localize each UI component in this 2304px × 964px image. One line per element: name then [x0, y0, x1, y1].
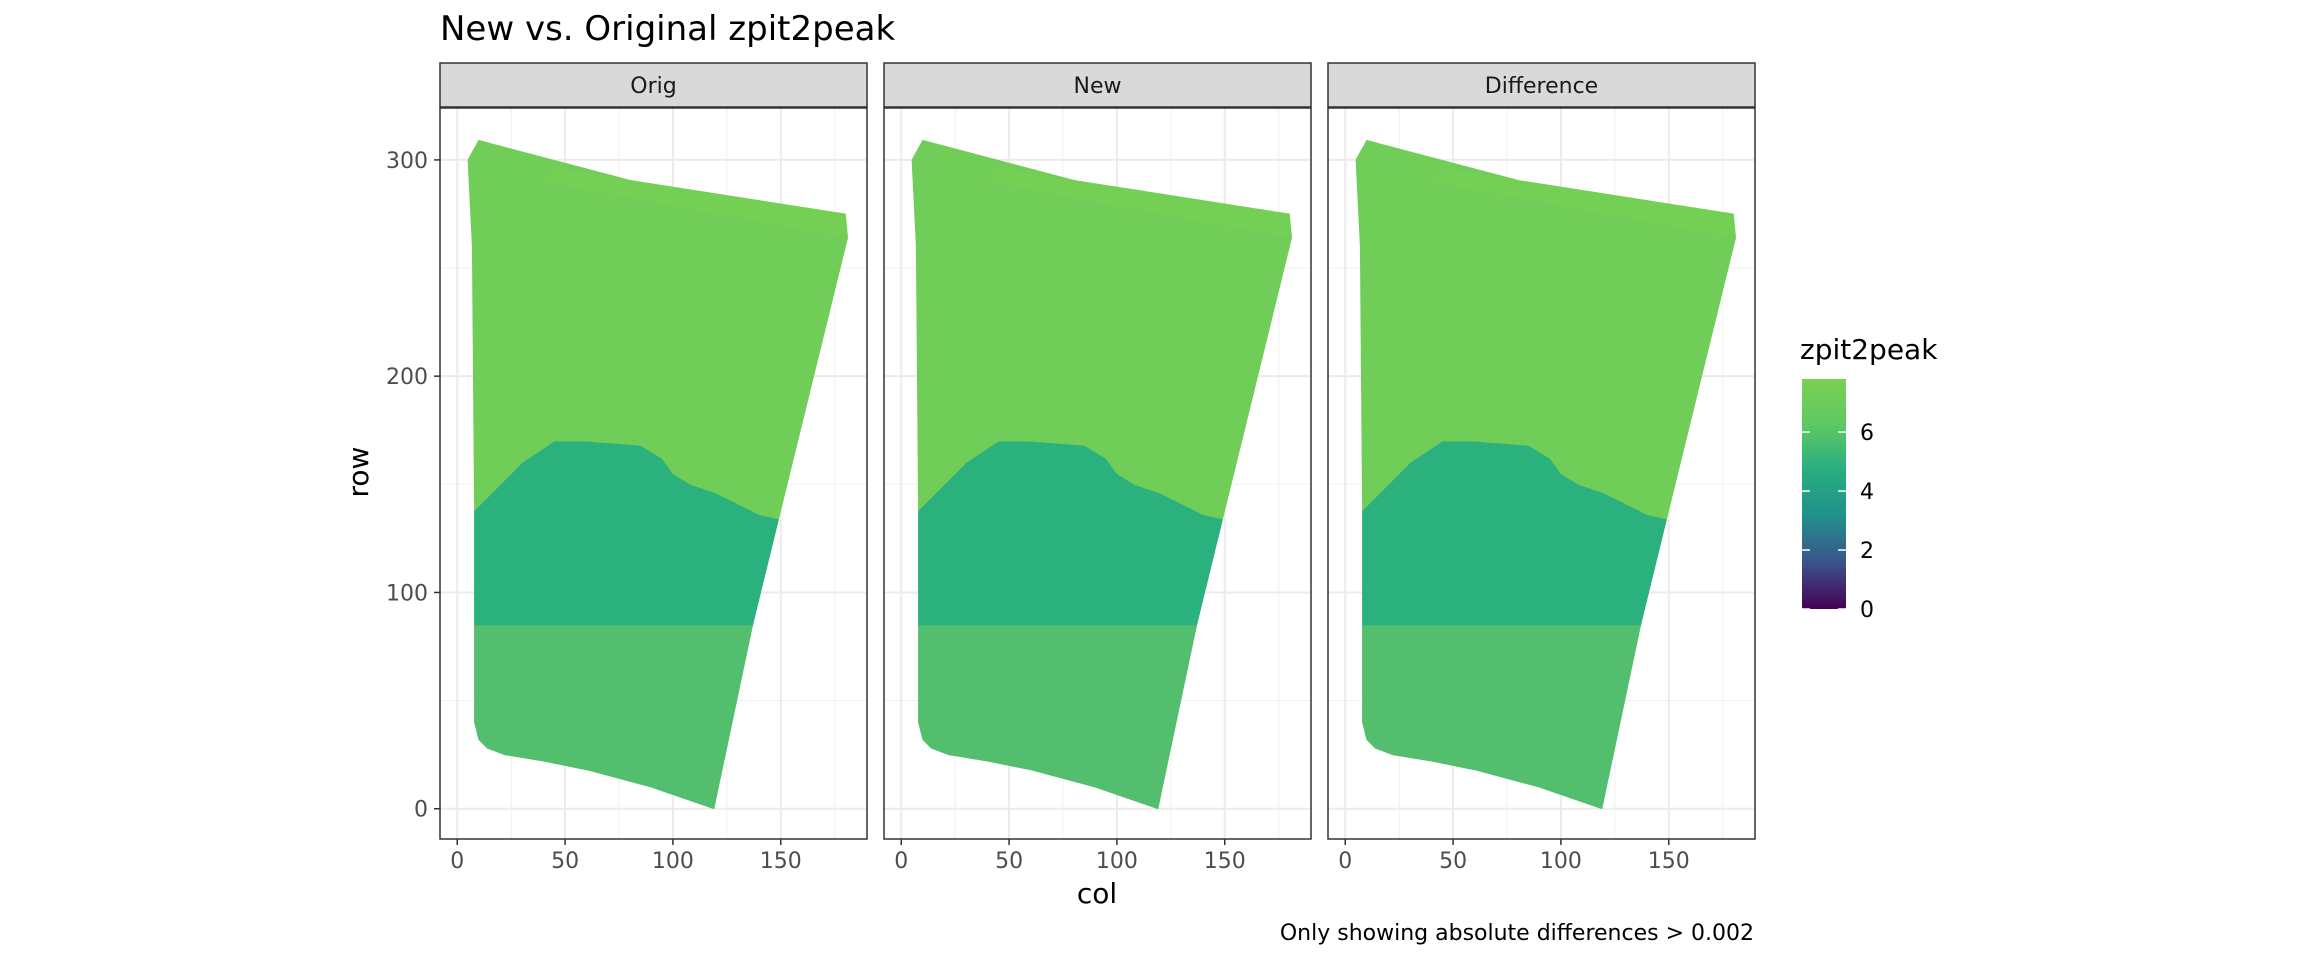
facet-panel-difference: Difference 0 50 100 150 [1327, 62, 1756, 874]
legend-colorbar [1802, 379, 1846, 609]
raster-zone-4 [1430, 168, 1737, 239]
chart-title: New vs. Original zpit2peak [440, 9, 895, 49]
raster-zone-3 [911, 139, 1293, 520]
facet-panel-new: New 0 50 100 150 [883, 62, 1312, 874]
x-tick-label: 0 [450, 849, 464, 874]
chart-caption: Only showing absolute differences > 0.00… [1280, 921, 1754, 946]
y-tick-label: 200 [386, 365, 428, 390]
x-tick-label: 150 [1648, 849, 1690, 874]
legend-title: zpit2peak [1800, 333, 1938, 366]
facet-strip-label: Difference [1485, 74, 1598, 99]
x-tick-label: 150 [760, 849, 802, 874]
x-tick-label: 100 [1096, 849, 1138, 874]
raster-zone-4 [986, 168, 1293, 239]
panel-border [1327, 107, 1756, 840]
y-tick-label: 0 [414, 798, 428, 823]
x-tick-label: 100 [1540, 849, 1582, 874]
y-tick-label: 300 [386, 149, 428, 174]
facet-strip [439, 62, 868, 108]
x-axis: 0 50 100 150 [894, 839, 1246, 874]
x-tick-label: 50 [995, 849, 1023, 874]
x-tick-label: 150 [1204, 849, 1246, 874]
y-axis: 0 100 200 300 [386, 149, 440, 823]
legend-tick-label: 4 [1860, 480, 1874, 505]
legend-tick-label: 6 [1860, 421, 1874, 446]
raster-zone-3 [467, 139, 849, 520]
facet-strip-label: New [1074, 74, 1122, 99]
x-tick-label: 100 [652, 849, 694, 874]
raster-zone-3 [1355, 139, 1737, 520]
panel-border [883, 107, 1312, 840]
legend-tick-label: 2 [1860, 539, 1874, 564]
raster-zone-4 [542, 168, 849, 239]
facet-strip-label: Orig [630, 74, 676, 99]
y-tick-label: 100 [386, 581, 428, 606]
facet-panel-orig: Orig 0 50 100 150 0 100 200 300 [386, 62, 868, 874]
y-axis-title: row [342, 447, 375, 498]
x-tick-label: 50 [1439, 849, 1467, 874]
x-tick-label: 0 [894, 849, 908, 874]
panel-border [439, 107, 868, 840]
legend-tick-label: 0 [1860, 598, 1874, 623]
facet-strip [883, 62, 1312, 108]
x-tick-label: 50 [551, 849, 579, 874]
color-legend: zpit2peak 0 2 4 6 [1800, 333, 1938, 623]
x-axis: 0 50 100 150 [450, 839, 802, 874]
x-axis: 0 50 100 150 [1338, 839, 1690, 874]
x-axis-title: col [1077, 877, 1117, 910]
x-tick-label: 0 [1338, 849, 1352, 874]
facet-strip [1327, 62, 1756, 108]
